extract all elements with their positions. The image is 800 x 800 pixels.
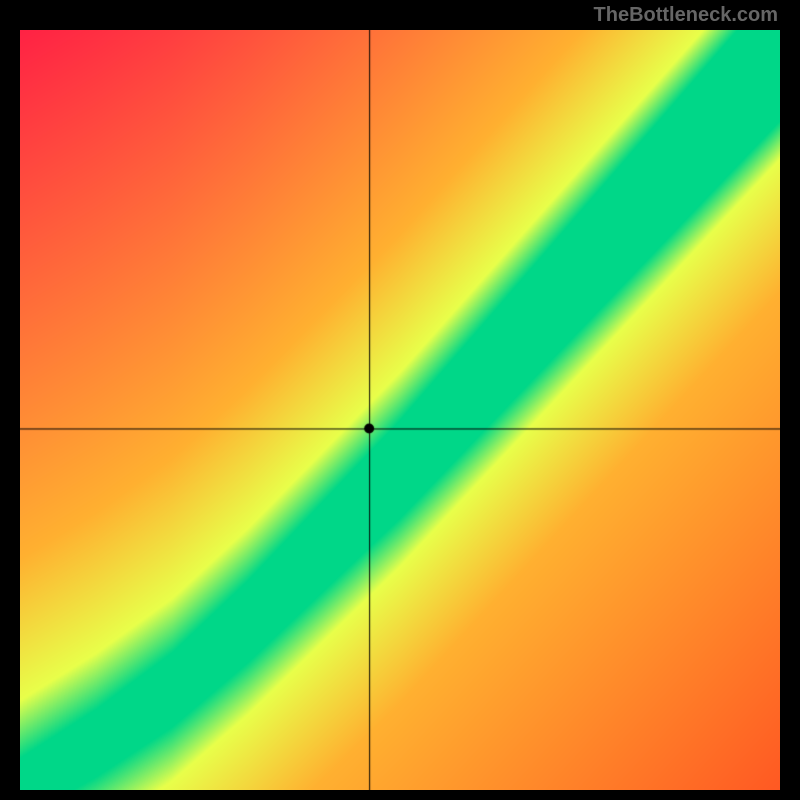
bottleneck-heatmap (20, 30, 780, 790)
attribution-text: TheBottleneck.com (594, 4, 778, 27)
heatmap-canvas (20, 30, 780, 790)
